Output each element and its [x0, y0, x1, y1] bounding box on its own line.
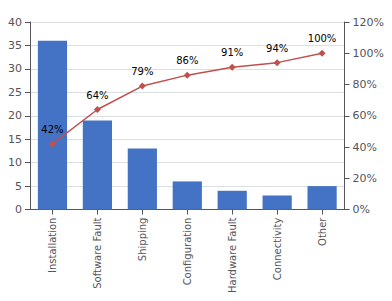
- svg-text:79%: 79%: [131, 66, 153, 77]
- svg-text:80%: 80%: [353, 78, 377, 91]
- svg-text:120%: 120%: [353, 16, 384, 29]
- svg-text:60%: 60%: [353, 109, 377, 122]
- svg-text:35: 35: [8, 39, 22, 52]
- svg-text:15: 15: [8, 133, 22, 146]
- svg-text:20: 20: [8, 109, 22, 122]
- svg-text:86%: 86%: [176, 55, 198, 66]
- svg-text:20%: 20%: [353, 172, 377, 185]
- svg-text:100%: 100%: [308, 33, 337, 44]
- svg-text:Other: Other: [317, 217, 328, 246]
- svg-text:94%: 94%: [266, 43, 288, 54]
- svg-text:Connectivity: Connectivity: [272, 217, 283, 280]
- svg-text:Hardware Fault: Hardware Fault: [227, 217, 238, 293]
- svg-text:0%: 0%: [353, 203, 370, 216]
- svg-text:Installation: Installation: [47, 218, 58, 273]
- svg-text:64%: 64%: [86, 90, 108, 101]
- svg-text:Shipping: Shipping: [137, 218, 148, 262]
- svg-text:30: 30: [8, 62, 22, 75]
- svg-text:40%: 40%: [353, 141, 377, 154]
- svg-text:5: 5: [15, 180, 22, 193]
- svg-text:40: 40: [8, 16, 22, 29]
- svg-text:Configuration: Configuration: [182, 218, 193, 286]
- svg-text:Software Fault: Software Fault: [92, 217, 103, 288]
- svg-text:25: 25: [8, 86, 22, 99]
- svg-text:91%: 91%: [221, 47, 243, 58]
- svg-text:0: 0: [15, 203, 22, 216]
- svg-text:10: 10: [8, 156, 22, 169]
- svg-text:42%: 42%: [41, 124, 63, 135]
- svg-text:100%: 100%: [353, 47, 384, 60]
